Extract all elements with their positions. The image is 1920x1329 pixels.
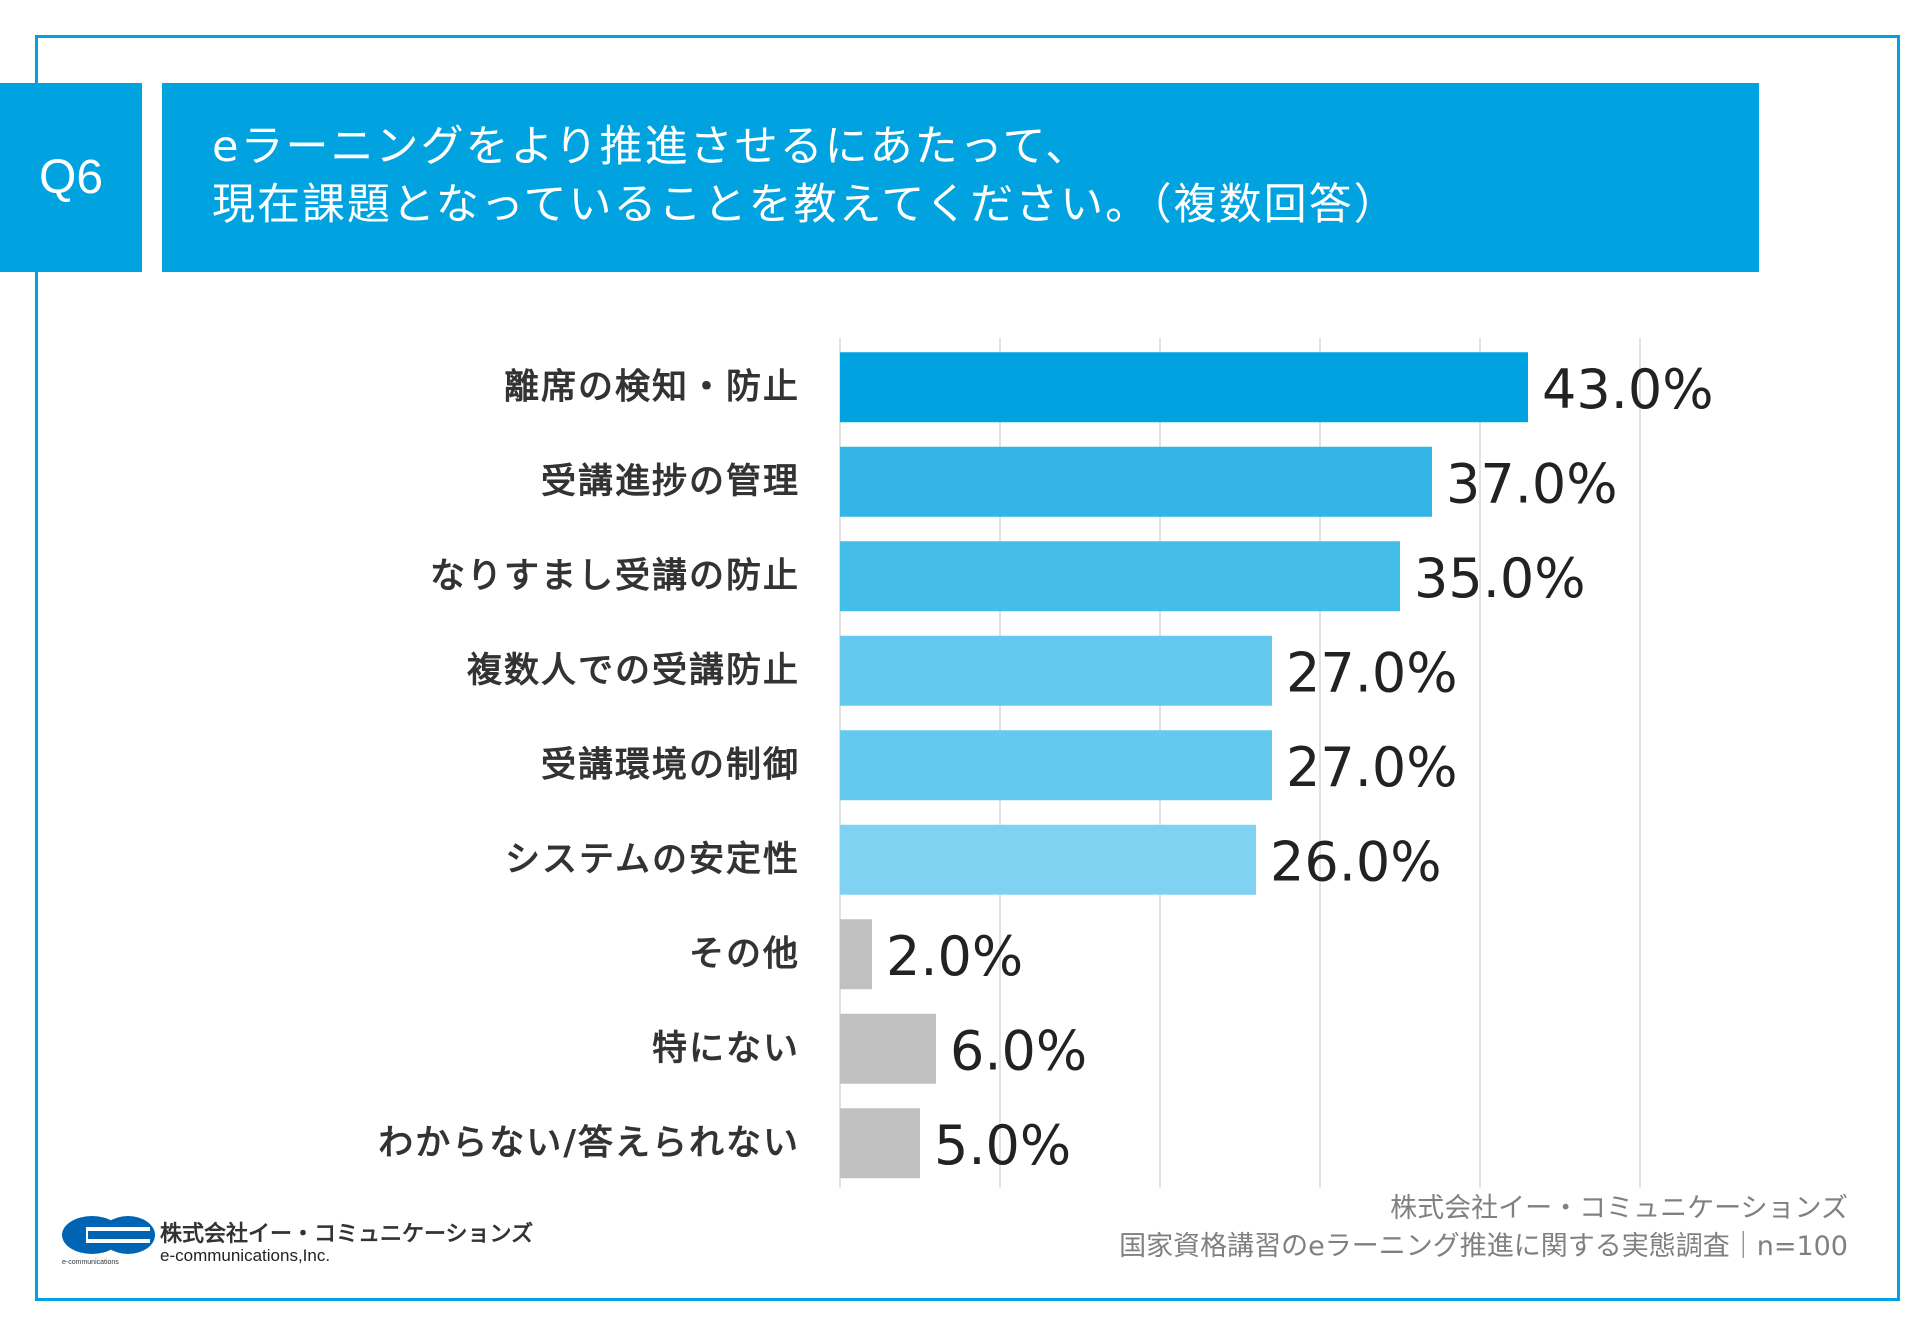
- logo-name-ja: 株式会社イー・コミュニケーションズ: [160, 1222, 534, 1247]
- category-label: 離席の検知・防止: [504, 367, 800, 407]
- source-company: 株式会社イー・コミュニケーションズ: [1390, 1193, 1848, 1224]
- value-label: 6.0%: [950, 1019, 1087, 1082]
- value-label: 2.0%: [886, 925, 1023, 988]
- bar: [840, 446, 1432, 517]
- source-survey: 国家資格講習のeラーニング推進に関する実態調査｜n=100: [1119, 1231, 1848, 1262]
- question-line-2: 現在課題となっていることを教えてください。（複数回答）: [212, 180, 1399, 230]
- value-label: 43.0%: [1542, 358, 1714, 421]
- category-label: わからない/答えられない: [378, 1123, 800, 1163]
- logo-mark-icon: [62, 1216, 155, 1254]
- logo-name-en: e-communications,Inc.: [160, 1246, 331, 1265]
- logo-tiny-text: e-communications: [62, 1259, 119, 1266]
- source-note: 株式会社イー・コミュニケーションズ 国家資格講習のeラーニング推進に関する実態調…: [1119, 1190, 1848, 1266]
- value-label: 37.0%: [1446, 452, 1618, 515]
- category-label: 受講環境の制御: [541, 744, 800, 785]
- question-banner: eラーニングをより推進させるにあたって、 現在課題となっていることを教えてくださ…: [162, 83, 1759, 272]
- category-label: 特にない: [652, 1029, 800, 1069]
- value-label: 26.0%: [1270, 830, 1442, 893]
- bar: [840, 541, 1400, 612]
- value-label: 27.0%: [1286, 736, 1458, 799]
- bar: [840, 730, 1272, 801]
- category-label: 受講進捗の管理: [541, 461, 800, 502]
- category-label: その他: [689, 934, 800, 974]
- bar: [840, 919, 872, 990]
- bar: [840, 352, 1528, 423]
- category-label: なりすまし受講の防止: [430, 555, 800, 596]
- question-number-badge: Q6: [0, 83, 142, 272]
- value-label: 35.0%: [1414, 547, 1586, 610]
- bar: [840, 635, 1272, 706]
- bar: [840, 824, 1256, 895]
- category-label: 複数人での受講防止: [467, 650, 800, 691]
- company-logo: 株式会社イー・コミュニケーションズ e-communications,Inc. …: [62, 1213, 582, 1273]
- value-label: 5.0%: [934, 1114, 1071, 1177]
- value-label: 27.0%: [1286, 641, 1458, 704]
- question-line-1: eラーニングをより推進させるにあたって、: [212, 122, 1091, 172]
- category-label: システムの安定性: [505, 840, 800, 880]
- bar: [840, 1013, 936, 1084]
- outer-frame: [35, 35, 1900, 1301]
- bar: [840, 1108, 920, 1179]
